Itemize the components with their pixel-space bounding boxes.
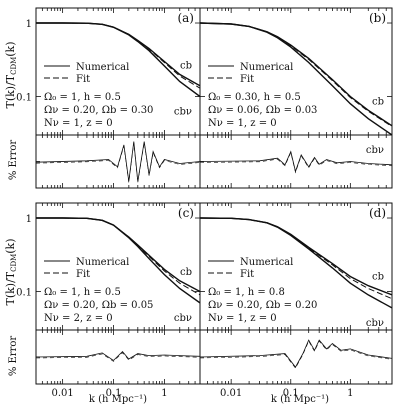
y-tick-label: 1 xyxy=(26,214,32,225)
panel-label: (c) xyxy=(178,206,194,220)
panel-label: (a) xyxy=(177,11,194,25)
legend-label-fit: Fit xyxy=(240,269,254,280)
param-line: Ω₀ = 1, h = 0.5 xyxy=(44,92,121,103)
ylabel-main-top: T(k)/TCDM(k) xyxy=(4,41,18,108)
numerical-curve xyxy=(36,22,200,98)
error-fit-curve xyxy=(199,340,393,369)
param-line: Ων = 0.06, Ωb = 0.03 xyxy=(208,105,317,116)
numerical-curve xyxy=(200,22,392,135)
param-line: Nν = 1, z = 0 xyxy=(208,313,277,324)
fit-curve xyxy=(36,217,200,296)
y-tick-label: 0.1 xyxy=(16,93,32,104)
legend-label-fit: Fit xyxy=(76,74,90,85)
param-line: Ω₀ = 1, h = 0.5 xyxy=(44,287,121,298)
param-line: Nν = 1, z = 0 xyxy=(44,118,113,129)
param-line: Nν = 2, z = 0 xyxy=(44,313,113,324)
legend-label-numerical: Numerical xyxy=(76,257,129,268)
x-tick-label: 0.1 xyxy=(283,388,299,399)
legend-label-fit: Fit xyxy=(240,74,254,85)
xlabel-right: k (h Mpc⁻¹) xyxy=(271,394,329,405)
x-tick-label: 0.01 xyxy=(51,388,73,399)
ylabel-error-bottom: % Error xyxy=(8,336,19,377)
curve-label-cb: cb xyxy=(180,267,192,278)
curve-label-cb: cb xyxy=(372,272,384,283)
fit-curve xyxy=(36,22,200,89)
y-tick-label: 0.1 xyxy=(16,288,32,299)
panel-label: (b) xyxy=(369,11,386,25)
fit-curve xyxy=(200,217,392,300)
curve-label-cbnu: cbν xyxy=(366,318,384,329)
curve-label-cbnu: cbν xyxy=(366,145,384,156)
param-line: Ων = 0.20, Ωb = 0.05 xyxy=(44,300,153,311)
legend-label-numerical: Numerical xyxy=(240,257,293,268)
param-line: Ων = 0.20, Ωb = 0.20 xyxy=(208,300,317,311)
numerical-curve xyxy=(36,217,200,304)
legend-label-fit: Fit xyxy=(76,269,90,280)
x-tick-label: 1 xyxy=(347,388,353,399)
curve-label-cbnu: cbν xyxy=(174,313,192,324)
error-curve xyxy=(35,141,201,182)
xlabel-left: k (h Mpc⁻¹) xyxy=(89,394,147,405)
error-curve xyxy=(199,150,393,173)
x-tick-label: 1 xyxy=(161,388,167,399)
curve-label-cbnu: cbν xyxy=(174,107,192,118)
error-fit-curve xyxy=(35,142,201,183)
ylabel-error-top: % Error xyxy=(8,140,19,181)
ylabel-main-bottom: T(k)/TCDM(k) xyxy=(4,238,18,305)
x-tick-label: 0.1 xyxy=(106,388,122,399)
legend-label-numerical: Numerical xyxy=(240,62,293,73)
curve-label-cb: cb xyxy=(372,96,384,107)
x-tick-label: 0.01 xyxy=(220,388,242,399)
param-line: Nν = 1, z = 0 xyxy=(208,118,277,129)
curve-label-cb: cb xyxy=(180,60,192,71)
legend-label-numerical: Numerical xyxy=(76,62,129,73)
panel-label: (d) xyxy=(369,206,386,220)
param-line: Ω₀ = 0.30, h = 0.5 xyxy=(208,92,301,103)
param-line: Ων = 0.20, Ωb = 0.30 xyxy=(44,105,153,116)
numerical-curve xyxy=(200,217,392,296)
y-tick-label: 1 xyxy=(26,19,32,30)
error-curve xyxy=(35,351,201,361)
fit-curve xyxy=(200,22,392,128)
error-curve xyxy=(199,339,393,368)
param-line: Ω₀ = 1, h = 0.8 xyxy=(208,287,285,298)
error-frame xyxy=(199,329,393,385)
